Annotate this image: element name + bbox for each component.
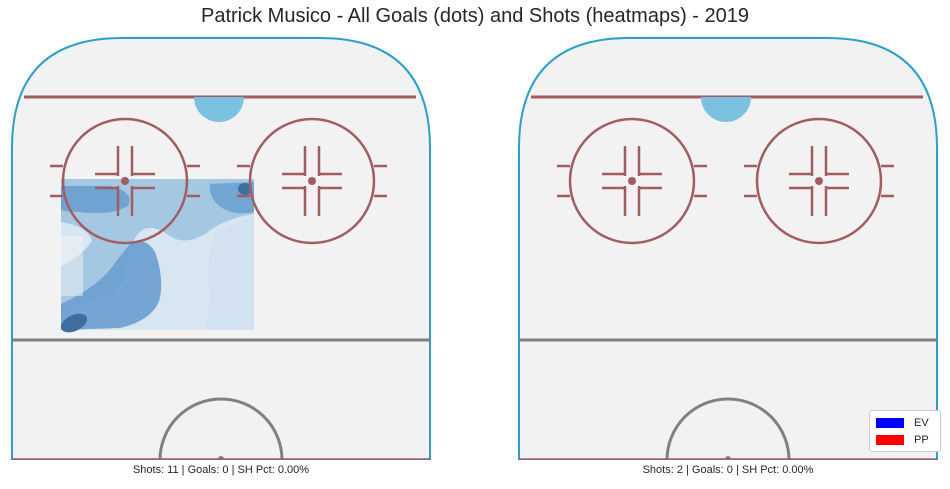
shot-heatmap — [60, 179, 254, 333]
legend-item-ev: EV — [876, 416, 929, 430]
rink-left — [11, 37, 431, 460]
rink-right — [518, 37, 938, 460]
panel-caption-left: Shots: 11 | Goals: 0 | SH Pct: 0.00% — [132, 464, 310, 476]
goal-crease — [194, 97, 244, 122]
legend: EV PP — [869, 410, 941, 452]
faceoff-dot — [121, 177, 129, 185]
legend-swatch-ev — [876, 418, 904, 428]
chart-title: Patrick Musico - All Goals (dots) and Sh… — [200, 5, 749, 27]
faceoff-circle-left — [50, 117, 200, 245]
legend-label-pp: PP — [914, 434, 929, 446]
heatmap-region — [61, 241, 162, 330]
faceoff-ring — [755, 117, 883, 245]
center-circle — [665, 397, 791, 460]
goal-crease — [701, 97, 751, 122]
heatmap-peak — [238, 183, 252, 195]
faceoff-circle-left — [557, 117, 707, 245]
heatmap-peak — [60, 313, 88, 333]
heatmap-region — [61, 186, 130, 214]
faceoff-dot — [628, 177, 636, 185]
faceoff-circle-right — [744, 117, 894, 245]
legend-label-ev: EV — [914, 417, 929, 429]
legend-swatch-pp — [876, 435, 904, 445]
center-circle — [158, 397, 284, 460]
faceoff-ring — [61, 117, 189, 245]
legend-item-pp: PP — [876, 433, 929, 447]
faceoff-circle-right — [237, 117, 387, 245]
faceoff-ring — [248, 117, 376, 245]
heatmap-fade — [61, 236, 83, 296]
panel-caption-right: Shots: 2 | Goals: 0 | SH Pct: 0.00% — [642, 464, 814, 476]
faceoff-ring — [568, 117, 696, 245]
faceoff-dot — [815, 177, 823, 185]
rink-surface — [518, 37, 938, 460]
faceoff-dot — [308, 177, 316, 185]
